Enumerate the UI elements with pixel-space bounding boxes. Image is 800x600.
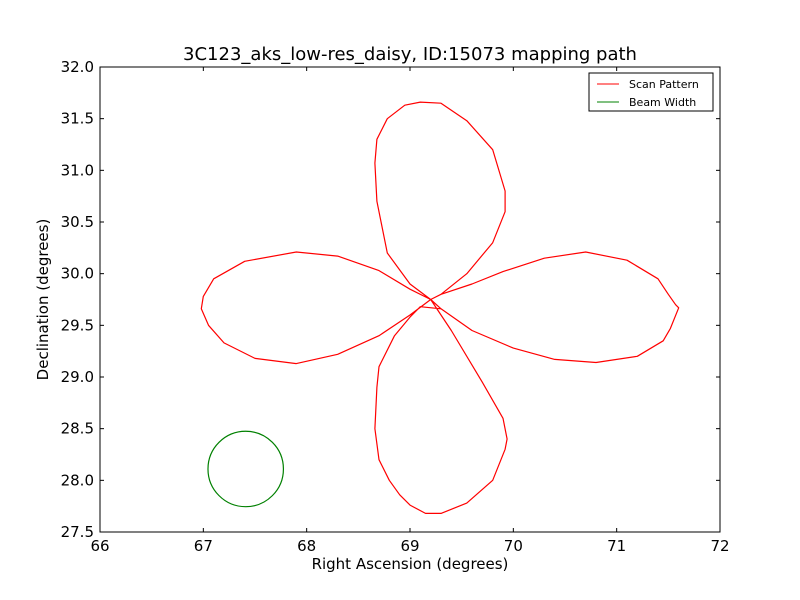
chart-title: 3C123_aks_low-res_daisy, ID:15073 mappin… (183, 44, 637, 65)
x-tick-label: 68 (297, 537, 316, 555)
series-layer (200, 101, 680, 515)
x-tick-label: 72 (710, 537, 729, 555)
x-tick-label: 71 (607, 537, 626, 555)
y-axis-ticks: 27.5 28.0 28.5 29.0 29.5 30.0 30.5 31.0 31.5 32.0 (61, 58, 720, 541)
y-tick-label: 30.0 (61, 265, 94, 283)
y-tick-label: 29.5 (61, 316, 94, 334)
legend: Scan Pattern Beam Width (588, 72, 714, 112)
legend-label-beam-width: Beam Width (629, 96, 696, 109)
y-tick-label: 32.0 (61, 58, 94, 76)
legend-box (588, 72, 714, 112)
axes-frame (99, 66, 721, 533)
y-tick-label: 28.5 (61, 420, 94, 438)
series-scan-pattern-line (200, 101, 680, 515)
x-tick-label: 70 (504, 537, 523, 555)
y-tick-label: 31.5 (61, 110, 94, 128)
x-axis-ticks: 66 67 68 69 70 71 72 (90, 67, 730, 555)
y-axis-label: Declination (degrees) (34, 219, 52, 381)
series-beam-width-circle (207, 430, 285, 508)
y-tick-label: 29.0 (61, 368, 94, 386)
plot-area: 66 67 68 69 70 71 72 27.5 28.0 28.5 29.0 29.5 30.0 3… (61, 58, 730, 555)
x-tick-label: 69 (400, 537, 419, 555)
y-tick-label: 27.5 (61, 523, 94, 541)
legend-label-scan-pattern: Scan Pattern (629, 78, 699, 91)
x-axis-label: Right Ascension (degrees) (312, 555, 509, 573)
y-tick-label: 31.0 (61, 161, 94, 179)
y-tick-label: 30.5 (61, 213, 94, 231)
x-tick-label: 66 (90, 537, 109, 555)
x-tick-label: 67 (194, 537, 213, 555)
y-tick-label: 28.0 (61, 471, 94, 489)
